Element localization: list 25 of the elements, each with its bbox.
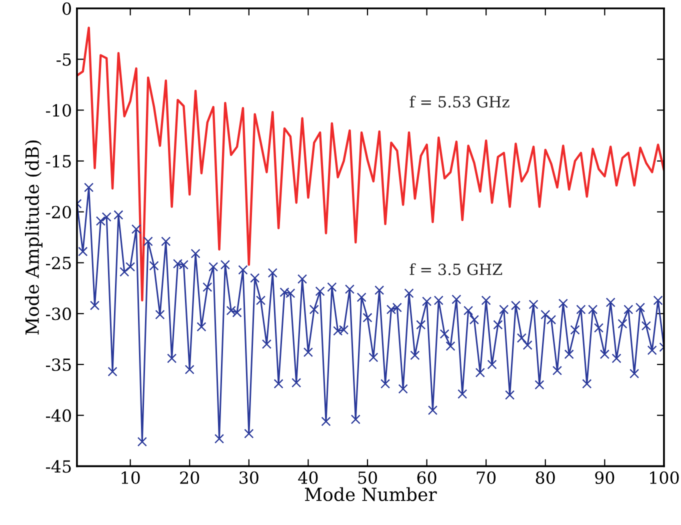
y-tick-label: -25 bbox=[46, 256, 71, 270]
y-tick-label: -10 bbox=[46, 104, 71, 117]
x-tick-label: 30 bbox=[240, 471, 258, 484]
y-tick-label: 0 bbox=[62, 2, 71, 15]
y-tick-label: -5 bbox=[56, 53, 71, 66]
line-series bbox=[76, 26, 664, 302]
x-tick-label: 50 bbox=[358, 471, 377, 484]
annotation: f = 3.5 GHZ bbox=[410, 263, 502, 276]
y-tick-label: -30 bbox=[46, 308, 71, 320]
x-tick-label: 20 bbox=[180, 471, 200, 484]
x-tick-label: 40 bbox=[298, 471, 318, 484]
x-tick-label: 100 bbox=[650, 471, 679, 484]
y-axis-title: Mode Amplitude (dB) bbox=[25, 140, 42, 335]
y-tick-label: -15 bbox=[46, 154, 71, 168]
x-tick-label: 90 bbox=[595, 471, 614, 484]
x-tick-label: 70 bbox=[476, 471, 496, 484]
x-tick-label: 10 bbox=[122, 471, 140, 484]
x-axis-title: Mode Number bbox=[304, 487, 437, 502]
x-tick-label: 80 bbox=[536, 471, 555, 484]
y-tick-label: -40 bbox=[46, 409, 71, 422]
y-tick-label: -35 bbox=[46, 358, 71, 372]
annotation: f = 5.53 GHz bbox=[410, 96, 510, 108]
x-tick-label: 60 bbox=[417, 471, 436, 484]
y-tick-label: -45 bbox=[46, 460, 71, 473]
y-tick-label: -20 bbox=[46, 206, 71, 218]
